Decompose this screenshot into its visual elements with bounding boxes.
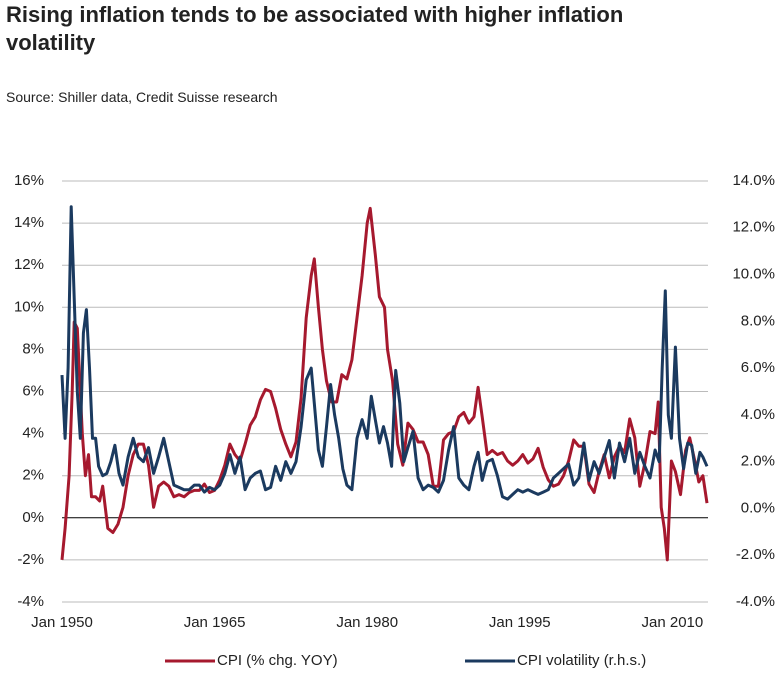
x-tick-label: Jan 1950 [31,614,93,631]
chart-subtitle: Source: Shiller data, Credit Suisse rese… [6,89,278,105]
y-tick-label: 14% [14,214,44,231]
y-tick-label: 6% [22,382,44,399]
series-line [60,206,709,562]
legend-label: CPI (% chg. YOY) [217,652,338,669]
legend-label: CPI volatility (r.h.s.) [517,652,646,669]
x-tick-label: Jan 1980 [336,614,398,631]
x-tick-label: Jan 1995 [489,614,551,631]
y2-tick-label: 4.0% [741,406,775,423]
y-tick-label: 16% [14,172,44,189]
y-tick-label: 4% [22,425,44,442]
title-line: volatility [6,30,96,55]
title-line: Rising inflation tends to be associated … [6,2,623,27]
y-tick-label: -2% [17,551,44,568]
y-tick-label: 0% [22,509,44,526]
y2-tick-label: -4.0% [736,593,775,610]
y2-tick-label: -2.0% [736,546,775,563]
chart-title: Rising inflation tends to be associated … [6,2,629,55]
y2-tick-label: 2.0% [741,453,775,470]
y-tick-label: 10% [14,298,44,315]
y2-tick-label: 10.0% [732,266,775,283]
y2-tick-label: 6.0% [741,359,775,376]
y2-tick-label: 8.0% [741,312,775,329]
y-tick-label: 2% [22,467,44,484]
y-tick-label: -4% [17,593,44,610]
y-tick-label: 8% [22,340,44,357]
y2-tick-label: 0.0% [741,499,775,516]
x-tick-label: Jan 1965 [184,614,246,631]
y-tick-label: 12% [14,256,44,273]
series-line [60,205,709,501]
y2-tick-label: 14.0% [732,172,775,189]
y2-tick-label: 12.0% [732,219,775,236]
x-tick-label: Jan 2010 [642,614,704,631]
